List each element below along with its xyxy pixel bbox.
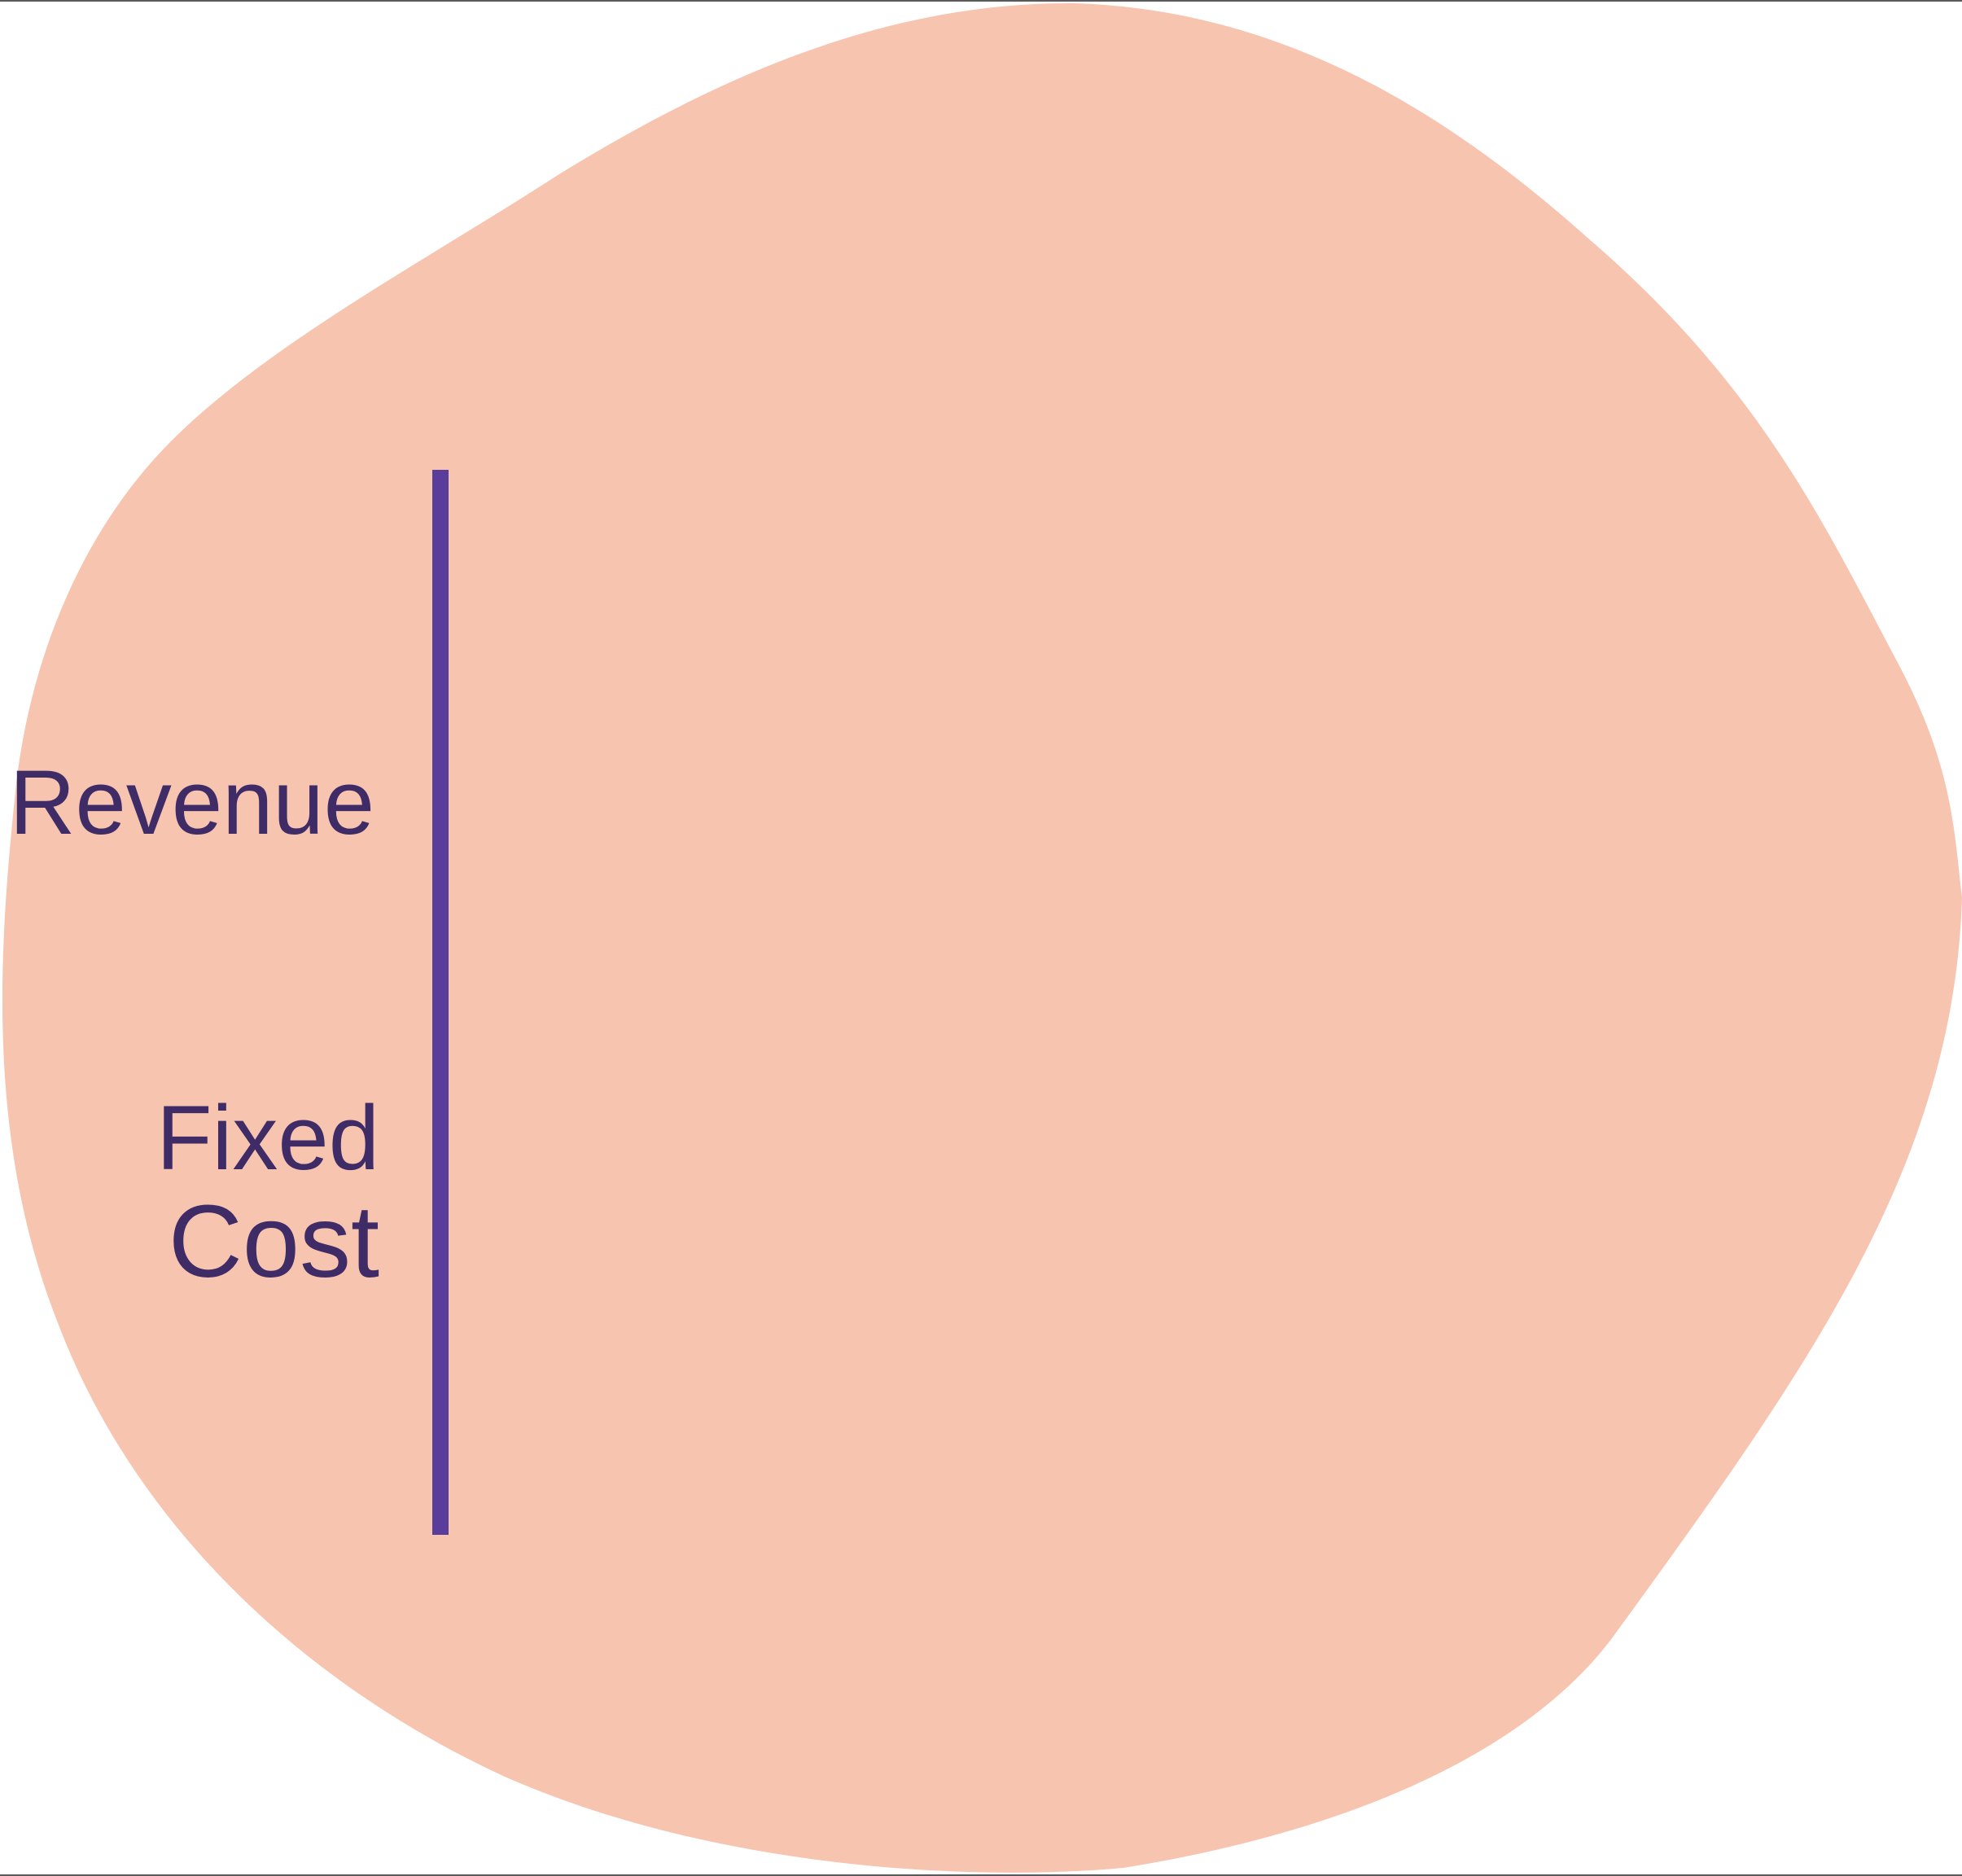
revenue-label: Revenue	[9, 752, 374, 853]
cost-label: Cost	[168, 1184, 379, 1299]
fixed-label: Fixed	[156, 1087, 379, 1189]
vertical-divider-line	[432, 470, 449, 1535]
